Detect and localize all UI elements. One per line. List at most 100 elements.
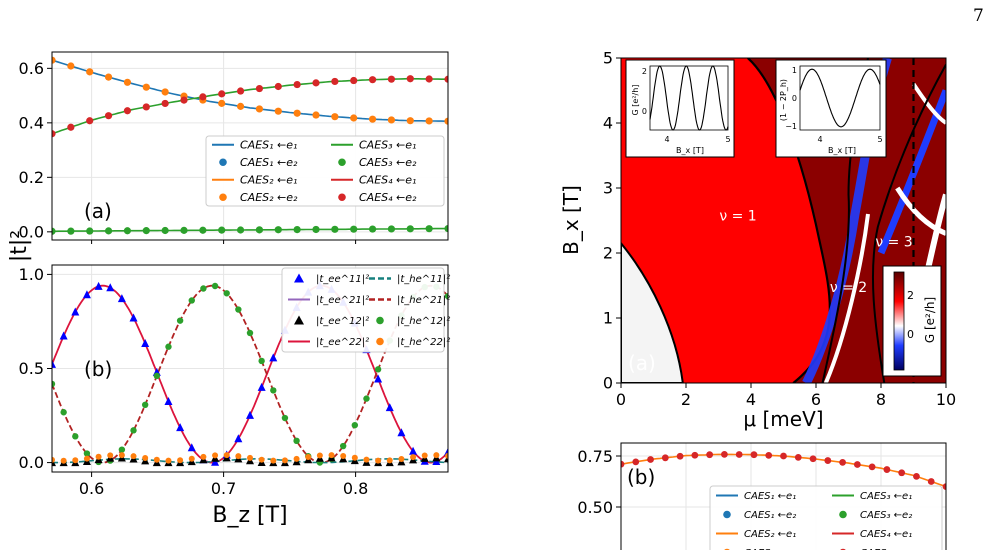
series-point-decreasing-curve	[123, 78, 132, 86]
series-point-t-ee-11	[164, 397, 173, 406]
series-point-decreasing-curve	[52, 56, 56, 64]
series-point	[868, 463, 876, 471]
plot-area	[52, 56, 448, 235]
series-point-t-ee-11	[129, 313, 138, 322]
colorbar: 2 0 G [e²/h]	[882, 265, 942, 377]
series-point-near-zero-curve	[406, 225, 414, 233]
series-point-increasing-curve	[387, 75, 396, 83]
legend-entry: CAES₃ ←e₂	[839, 510, 912, 521]
series-point-near-zero-curve	[86, 227, 94, 235]
series-point-increasing-curve	[86, 117, 94, 125]
inset-tick-label: 4	[817, 135, 822, 144]
series-point-decreasing-curve	[255, 105, 264, 113]
page-number: 7	[973, 6, 984, 26]
series-point-t-he-22	[398, 456, 405, 463]
y-tick-label: 0.75	[577, 447, 613, 466]
series-point-t-he-12	[293, 437, 300, 445]
series-point-t-he-12	[339, 442, 347, 450]
region-label: ν = 1	[719, 209, 756, 225]
legend-label: |t_ee^21|²	[316, 295, 369, 306]
series-point-t-he-12	[374, 366, 382, 373]
colorbar-gradient	[893, 271, 905, 371]
series-point-t-ee-11	[141, 338, 150, 347]
series-point-t-ee-12	[444, 454, 448, 463]
series-point	[735, 451, 743, 458]
series-point-increasing-curve	[350, 76, 358, 85]
series-point-t-ee-11	[246, 410, 254, 419]
x-tick-label: 6	[811, 390, 821, 409]
series-point	[927, 478, 935, 485]
series-point	[647, 456, 654, 463]
series-point-t-he-22	[258, 456, 265, 463]
legend-entry: CAES₂ ←e₂	[219, 191, 298, 204]
series-point-t-he-12	[211, 282, 219, 290]
series-point-increasing-curve	[180, 96, 188, 104]
series-point-near-zero-curve	[368, 225, 377, 233]
y-axis-label: |t|²	[7, 230, 32, 262]
series-point-t-he-22	[153, 456, 160, 463]
right-panel-b: 0.75 0.50 (b) CAES₁ ←e₁ CAES₃ ←e₁ CAES₁ ←e₂ CA…	[577, 442, 947, 550]
series-point-near-zero-curve	[180, 226, 188, 234]
series-point-near-zero-curve	[331, 225, 339, 233]
series-point-t-he-22	[188, 455, 195, 462]
legend-label: CAES₄ ←e₂	[860, 548, 912, 550]
series-point-t-ee-11	[234, 434, 243, 443]
series-point-t-he-12	[188, 297, 195, 304]
series-point-increasing-curve	[52, 130, 56, 138]
region-label: ν = 3	[875, 235, 912, 251]
series-point-increasing-curve	[312, 79, 320, 87]
x-tick-label: 8	[876, 390, 886, 409]
legend-swatch-dot	[839, 510, 847, 519]
legend-label: |t_ee^11|²	[316, 274, 369, 285]
series-point-t-ee-11	[385, 403, 394, 412]
series-point-t-he-12	[235, 306, 242, 313]
x-tick-label: 10	[936, 390, 956, 409]
legend-entry: CAES₂ ←e₁	[716, 529, 796, 540]
y-tick-label: 0.0	[19, 222, 44, 241]
y-tick-label: 0	[603, 374, 613, 393]
left-panel-a: 0.0 0.2 0.4 0.6 (a) CAES₁ ←e₁ CAES₃ ←e₁ CAES₁ ←…	[7, 51, 449, 262]
series-point	[853, 461, 861, 468]
white-fringe-1	[823, 213, 870, 383]
y-tick-label: 0.50	[577, 498, 613, 517]
series-point-near-zero-curve	[161, 226, 169, 235]
series-point-t-ee-11	[211, 457, 220, 466]
series-point-t-he-12	[444, 292, 448, 300]
series-point-t-he-22	[165, 457, 172, 464]
series-point-t-he-22	[351, 454, 358, 461]
series-point-t-he-22	[328, 452, 335, 459]
series-point-t-he-12	[351, 421, 359, 429]
series-point-t-he-12	[141, 401, 149, 409]
series-point-decreasing-curve	[161, 88, 169, 96]
series-point-near-zero-curve	[274, 226, 282, 234]
series-point-increasing-curve	[67, 123, 75, 131]
series-point-increasing-curve	[142, 103, 150, 111]
legend-label: |t_he^22|²	[397, 337, 450, 348]
series-point-t-ee-11	[187, 443, 196, 452]
legend-label: |t_he^12|²	[397, 316, 450, 327]
series-point-t-ee-11	[269, 353, 278, 362]
inset-y-label: (1 − 2P_h)	[779, 79, 788, 121]
legend-label: CAES₄ ←e₂	[359, 191, 417, 204]
legend-label: CAES₄ ←e₁	[359, 174, 416, 187]
legend-label: CAES₃ ←e₁	[359, 139, 416, 152]
legend-swatch-dot	[376, 337, 384, 346]
legend-swatch-dot	[338, 193, 346, 202]
legend-label: CAES₃ ←e₁	[860, 491, 912, 502]
series-point-t-he-22	[433, 452, 440, 459]
y-tick-label: 0.6	[19, 59, 44, 78]
inset-tick-label: 0	[792, 94, 797, 103]
x-axis-label: μ [meV]	[743, 407, 823, 431]
series-point-t-ee-11	[52, 359, 56, 368]
series-point-near-zero-curve	[444, 224, 448, 233]
legend-entry: |t_he^22|²	[376, 337, 450, 348]
series-point-decreasing-curve	[350, 114, 358, 122]
series-point-t-he-12	[363, 395, 370, 402]
inset-tick-label: 5	[725, 135, 730, 144]
series-point	[780, 452, 787, 460]
series-point-near-zero-curve	[387, 225, 396, 233]
inset-tick-label: 0	[642, 107, 647, 116]
y-tick-label: 0.2	[19, 168, 44, 187]
series-point-t-ee-11	[374, 374, 383, 383]
